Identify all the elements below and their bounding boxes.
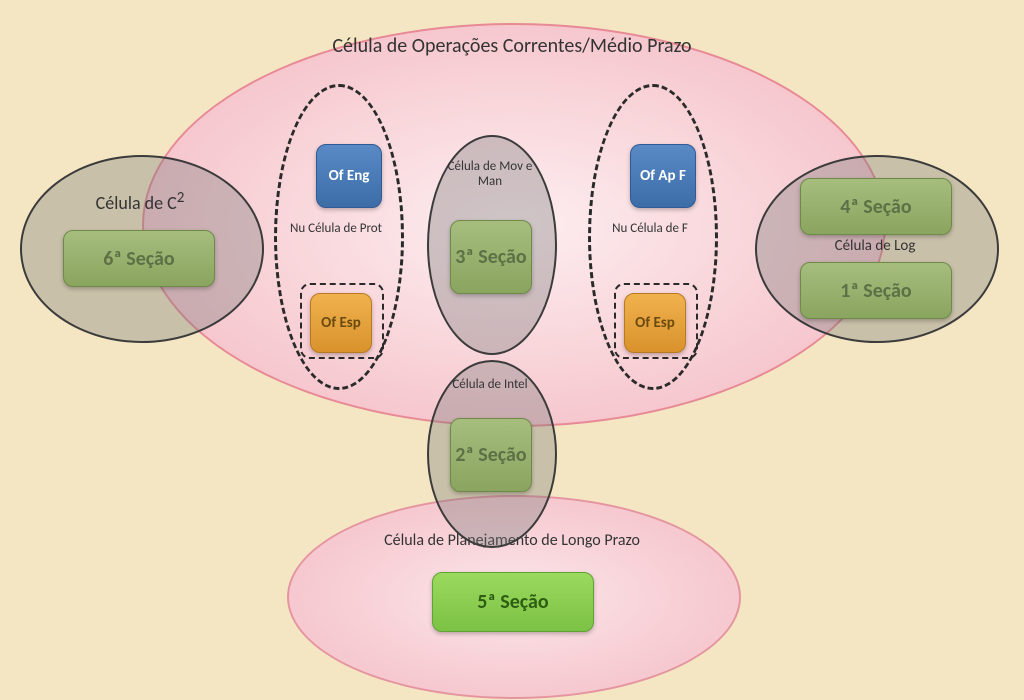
box-ofapf: Of Ap F: [630, 144, 696, 208]
grey-label-c2: Célula de C2: [70, 190, 210, 214]
box-sec6: 6ª Seção: [63, 230, 215, 287]
box-sec5: 5ª Seção: [432, 572, 594, 632]
box-ofesp2: Of Esp: [624, 293, 686, 353]
grey-label-log: Célula de Log: [810, 238, 940, 255]
box-ofeng: Of Eng: [316, 144, 382, 208]
dash-label-f: Nu Célula de F: [604, 222, 696, 237]
diagram-stage: Célula de Operações Correntes/Médio Praz…: [0, 0, 1024, 700]
box-sec2: 2ª Seção: [450, 418, 532, 492]
box-sec4: 4ª Seção: [800, 178, 952, 235]
box-sec1: 1ª Seção: [800, 262, 952, 319]
dash-label-prot: Nu Célula de Prot: [290, 222, 382, 237]
box-sec3: 3ª Seção: [450, 220, 532, 294]
grey-label-mov: Célula de Mov e Man: [442, 160, 538, 190]
grey-label-intel: Célula de Intel: [447, 378, 533, 393]
main-operations-title: Célula de Operações Correntes/Médio Praz…: [292, 35, 732, 58]
box-ofesp1: Of Esp: [310, 293, 372, 353]
